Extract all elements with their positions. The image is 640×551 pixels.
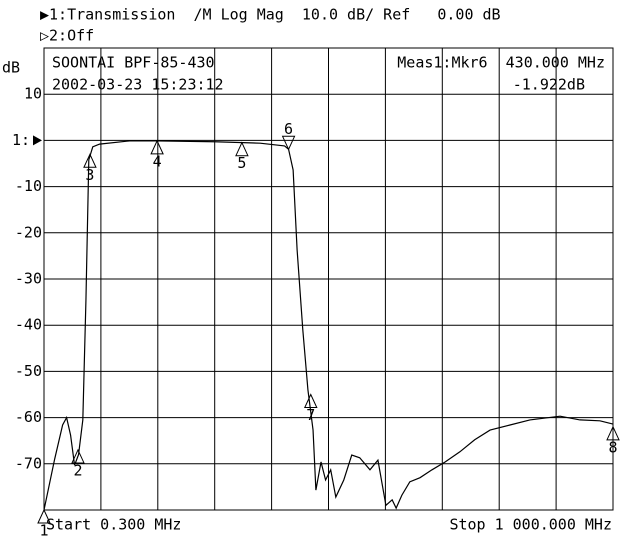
start-label: Start 0.300 MHz — [46, 516, 181, 534]
marker-label: 2 — [73, 461, 82, 479]
marker-label: 3 — [85, 166, 94, 184]
reference-arrow — [33, 135, 42, 146]
marker — [281, 135, 296, 151]
y-tick-label: 10 — [24, 85, 42, 103]
y-tick-label: -20 — [15, 223, 42, 241]
y-tick-label: 1: — [12, 131, 30, 149]
marker — [71, 448, 85, 464]
y-tick-label: -50 — [15, 362, 42, 380]
header-line: ▷2:Off — [40, 27, 94, 45]
marker-label: 1 — [39, 522, 48, 540]
timestamp: 2002-03-23 15:23:12 — [52, 76, 224, 94]
marker — [303, 393, 318, 408]
y-tick-label: -30 — [15, 270, 42, 288]
header-line: ▶1:Transmission /M Log Mag 10.0 dB/ Ref … — [40, 6, 501, 24]
marker-label: 7 — [306, 406, 315, 424]
y-tick-label: -60 — [15, 408, 42, 426]
y-tick-label: -40 — [15, 316, 42, 334]
stop-label: Stop 1 000.000 MHz — [449, 516, 612, 534]
y-tick-label: -10 — [15, 177, 42, 195]
marker-label: 4 — [153, 152, 162, 170]
marker-label: 5 — [237, 154, 246, 172]
marker — [150, 139, 164, 155]
y-tick-label: -70 — [15, 454, 42, 472]
marker — [37, 508, 51, 524]
marker — [606, 425, 620, 441]
trace — [43, 140, 614, 511]
marker-label: 6 — [284, 120, 293, 138]
measurement: Meas1:Mkr6 430.000 MHz — [397, 54, 605, 72]
marker — [83, 153, 97, 168]
y-axis-label: dB — [2, 59, 20, 77]
marker-label: 8 — [608, 438, 617, 456]
title: SOONTAI BPF-85-430 — [52, 54, 215, 72]
marker — [235, 141, 249, 157]
measurement-value: -1.922dB — [513, 76, 585, 94]
